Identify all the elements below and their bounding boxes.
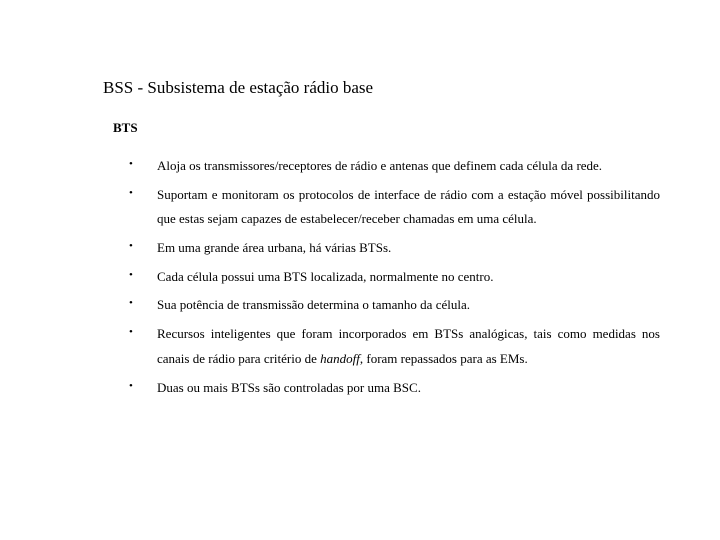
page-title: BSS - Subsistema de estação rádio base xyxy=(103,78,660,98)
document-page: BSS - Subsistema de estação rádio base B… xyxy=(0,0,720,400)
list-item: Aloja os transmissores/receptores de rád… xyxy=(129,154,660,179)
list-item-text-italic: handoff xyxy=(320,351,360,366)
list-item: Em uma grande área urbana, há várias BTS… xyxy=(129,236,660,261)
list-item: Cada célula possui uma BTS localizada, n… xyxy=(129,265,660,290)
section-subtitle: BTS xyxy=(113,120,660,136)
list-item-text-post: , foram repassados para as EMs. xyxy=(360,351,528,366)
list-item: Sua potência de transmissão determina o … xyxy=(129,293,660,318)
list-item: Suportam e monitoram os protocolos de in… xyxy=(129,183,660,232)
list-item: Recursos inteligentes que foram incorpor… xyxy=(129,322,660,371)
list-item: Duas ou mais BTSs são controladas por um… xyxy=(129,376,660,401)
bullet-list: Aloja os transmissores/receptores de rád… xyxy=(129,154,660,400)
